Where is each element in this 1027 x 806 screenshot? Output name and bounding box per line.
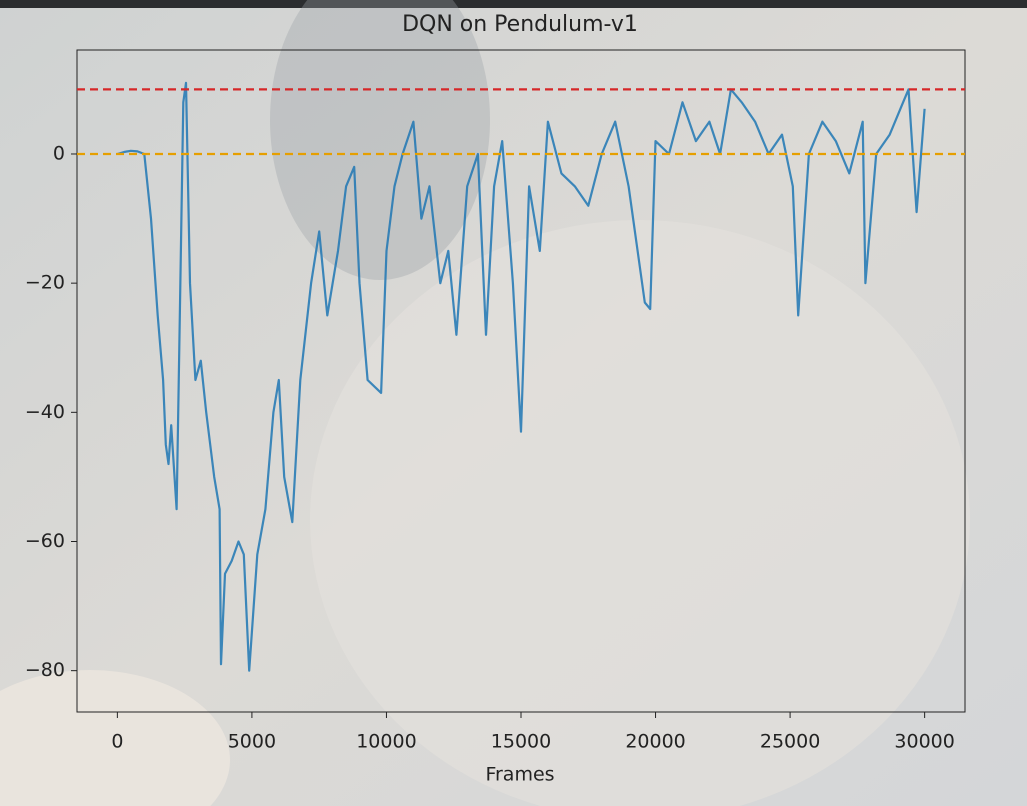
x-tick-label: 30000	[894, 731, 954, 753]
chart-title: DQN on Pendulum-v1	[402, 12, 638, 37]
y-tick-label: −80	[25, 659, 65, 681]
x-axis-label: Frames	[485, 764, 554, 786]
y-tick-label: −60	[25, 530, 65, 552]
backdrop-shape	[0, 670, 230, 806]
x-tick-label: 25000	[760, 731, 820, 753]
data-line	[117, 81, 926, 672]
y-tick-label: −40	[25, 401, 65, 423]
backdrop-shape	[310, 220, 970, 806]
x-tick-label: 20000	[625, 731, 685, 753]
backdrop-shape	[270, 0, 490, 280]
x-tick-label: 15000	[491, 731, 551, 753]
top-bar	[0, 0, 1027, 8]
y-tick-label: −20	[25, 272, 65, 294]
x-tick-label: 0	[111, 731, 123, 753]
x-tick-label: 5000	[228, 731, 276, 753]
x-tick-label: 10000	[356, 731, 416, 753]
y-tick-label: 0	[53, 142, 65, 164]
